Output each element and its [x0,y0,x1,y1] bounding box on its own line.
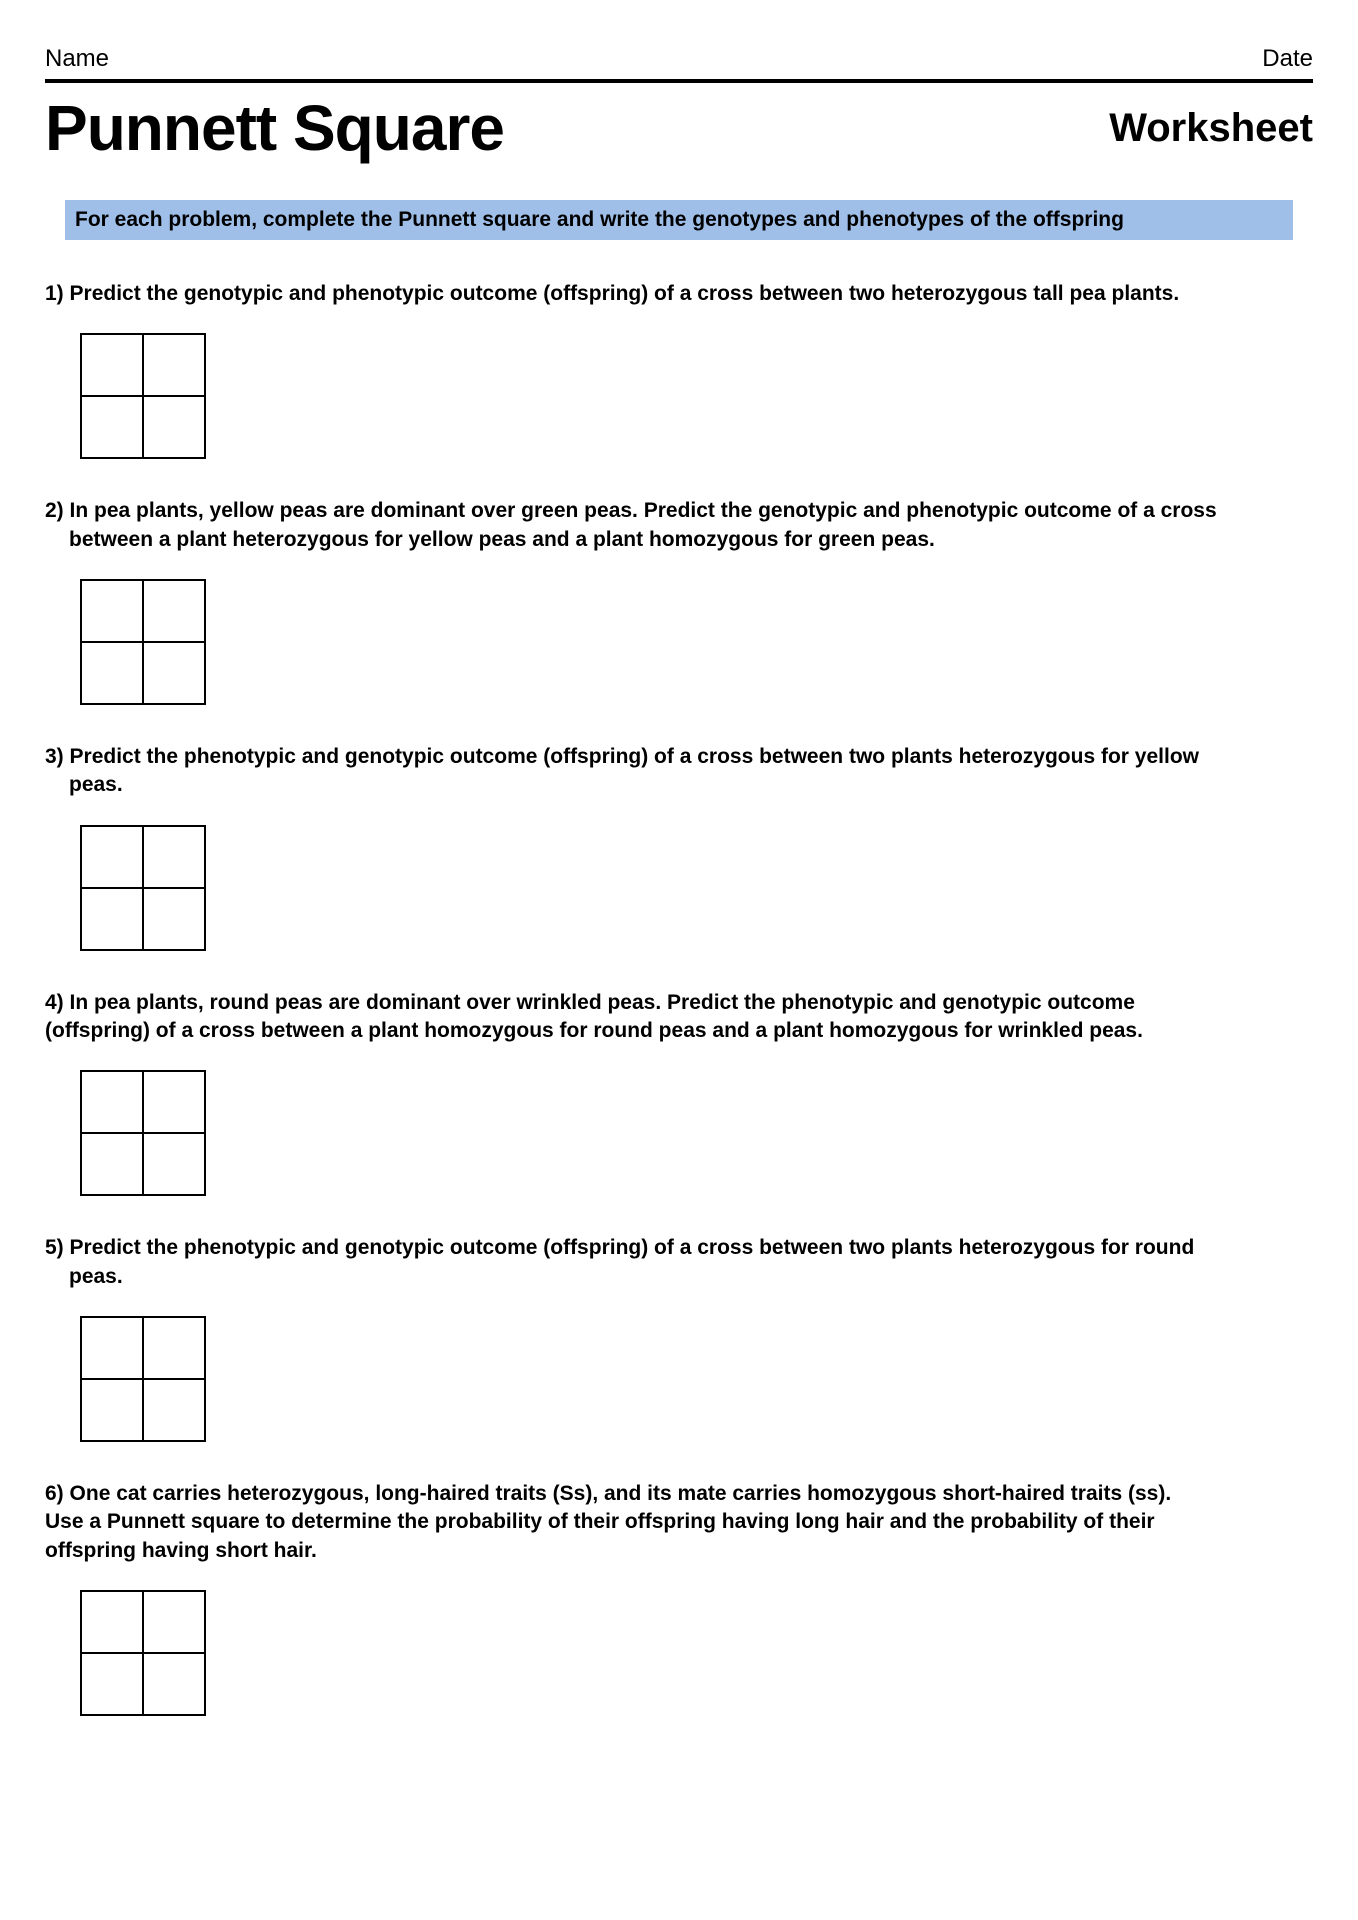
punnett-square [80,1070,206,1196]
problem-body-line2: (offspring) of a cross between a plant h… [45,1019,1143,1042]
sub-title: Worksheet [1109,106,1313,151]
punnett-cell[interactable] [81,396,143,458]
worksheet-page: Name Date Punnett Square Worksheet For e… [0,0,1358,1814]
problem-text: 1) Predict the genotypic and phenotypic … [45,280,1313,308]
punnett-square [80,1590,206,1716]
punnett-cell[interactable] [143,1653,205,1715]
problem-1: 1) Predict the genotypic and phenotypic … [45,280,1313,459]
punnett-cell[interactable] [81,334,143,396]
punnett-cell[interactable] [81,826,143,888]
punnett-square [80,1316,206,1442]
problem-4: 4) In pea plants, round peas are dominan… [45,989,1313,1197]
problem-2: 2) In pea plants, yellow peas are domina… [45,497,1313,705]
problem-body-line3: offspring having short hair. [45,1539,317,1562]
main-title: Punnett Square [45,91,504,165]
punnett-cell[interactable] [143,580,205,642]
date-label: Date [1262,45,1313,73]
problem-number: 2) [45,499,64,522]
problem-body-line1: Predict the phenotypic and genotypic out… [70,1236,1195,1259]
punnett-cell[interactable] [81,888,143,950]
problem-body-line2: between a plant heterozygous for yellow … [45,526,1313,554]
punnett-cell[interactable] [143,826,205,888]
problem-3: 3) Predict the phenotypic and genotypic … [45,743,1313,951]
punnett-cell[interactable] [81,1071,143,1133]
instructions-banner: For each problem, complete the Punnett s… [65,200,1293,240]
punnett-square [80,579,206,705]
problem-body-line2: Use a Punnett square to determine the pr… [45,1510,1155,1533]
problem-body: Predict the genotypic and phenotypic out… [70,282,1180,305]
punnett-cell[interactable] [81,1133,143,1195]
punnett-cell[interactable] [81,1653,143,1715]
punnett-cell[interactable] [143,1379,205,1441]
punnett-cell[interactable] [81,1317,143,1379]
title-row: Punnett Square Worksheet [45,91,1313,165]
problem-body-line1: One cat carries heterozygous, long-haire… [70,1482,1172,1505]
problem-text: 4) In pea plants, round peas are dominan… [45,989,1313,1046]
punnett-cell[interactable] [143,334,205,396]
header-row: Name Date [45,45,1313,83]
punnett-cell[interactable] [143,1317,205,1379]
punnett-square [80,825,206,951]
problem-body-line1: Predict the phenotypic and genotypic out… [70,745,1199,768]
problem-body-line2: peas. [45,771,1313,799]
problem-text: 5) Predict the phenotypic and genotypic … [45,1234,1313,1291]
punnett-cell[interactable] [81,1379,143,1441]
problem-6: 6) One cat carries heterozygous, long-ha… [45,1480,1313,1716]
problem-5: 5) Predict the phenotypic and genotypic … [45,1234,1313,1442]
punnett-cell[interactable] [143,1591,205,1653]
punnett-cell[interactable] [81,580,143,642]
punnett-cell[interactable] [143,642,205,704]
punnett-cell[interactable] [143,1071,205,1133]
problem-text: 2) In pea plants, yellow peas are domina… [45,497,1313,554]
punnett-cell[interactable] [143,396,205,458]
punnett-cell[interactable] [143,1133,205,1195]
problem-number: 1) [45,282,64,305]
problem-body-line2: peas. [45,1263,1313,1291]
problem-text: 6) One cat carries heterozygous, long-ha… [45,1480,1313,1565]
punnett-cell[interactable] [143,888,205,950]
problem-number: 3) [45,745,64,768]
problem-text: 3) Predict the phenotypic and genotypic … [45,743,1313,800]
problem-body-line1: In pea plants, round peas are dominant o… [70,991,1135,1014]
punnett-cell[interactable] [81,1591,143,1653]
problem-number: 5) [45,1236,64,1259]
problem-number: 6) [45,1482,64,1505]
problem-number: 4) [45,991,64,1014]
punnett-square [80,333,206,459]
name-label: Name [45,45,109,73]
problem-body-line1: In pea plants, yellow peas are dominant … [70,499,1217,522]
punnett-cell[interactable] [81,642,143,704]
